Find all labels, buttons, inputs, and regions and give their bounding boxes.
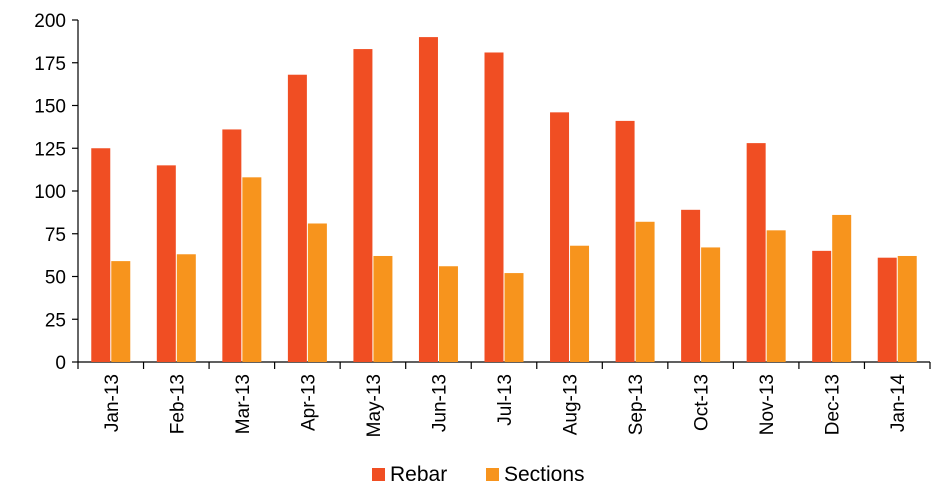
- x-tick-label: Mar-13: [233, 374, 254, 434]
- x-tick-label: Aug-13: [561, 374, 582, 435]
- x-tick-label: Apr-13: [298, 374, 319, 431]
- x-tick-label: Jun-13: [429, 374, 450, 432]
- bar-sections-apr-13: [307, 223, 327, 362]
- bar-rebar-jul-13: [484, 52, 504, 363]
- bar-rebar-nov-13: [746, 143, 766, 362]
- bar-rebar-dec-13: [812, 250, 832, 362]
- bar-sections-feb-13: [176, 254, 196, 362]
- y-tick-label: 25: [45, 310, 66, 331]
- x-tick-label: Dec-13: [823, 374, 844, 435]
- legend: Rebar Sections: [372, 463, 585, 486]
- y-tick-label: 50: [45, 268, 66, 289]
- bar-sections-jan-13: [111, 261, 131, 362]
- x-tick-label: Oct-13: [692, 374, 713, 431]
- bar-sections-nov-13: [766, 230, 786, 362]
- bar-rebar-jan-14: [877, 257, 897, 362]
- x-tick-label: Jul-13: [495, 374, 516, 426]
- y-axis: 0 25 50 75 100 125 150 175 200: [34, 11, 79, 374]
- x-tick-label: Sep-13: [626, 374, 647, 435]
- y-tick-label: 100: [34, 182, 66, 203]
- bar-rebar-feb-13: [156, 165, 176, 362]
- x-axis: Jan-13 Feb-13 Mar-13 Apr-13 May-13 Jun-13 Jul-…: [77, 361, 931, 437]
- x-tick-label: Nov-13: [757, 374, 778, 435]
- bar-sections-oct-13: [701, 247, 721, 362]
- legend-label-rebar: Rebar: [390, 463, 447, 486]
- bar-rebar-aug-13: [550, 112, 570, 362]
- y-tick-label: 125: [34, 139, 66, 160]
- bar-rebar-jun-13: [418, 37, 438, 362]
- x-tick-label: Feb-13: [167, 374, 188, 434]
- x-tick-label: Jan-13: [102, 374, 123, 432]
- bar-sections-dec-13: [832, 214, 852, 362]
- x-tick-label: Jan-14: [888, 374, 909, 433]
- bar-rebar-oct-13: [681, 209, 701, 362]
- y-tick-label: 150: [34, 97, 66, 118]
- legend-label-sections: Sections: [504, 463, 585, 486]
- bar-rebar-may-13: [353, 49, 373, 362]
- bar-rebar-sep-13: [615, 120, 635, 362]
- bar-rebar-mar-13: [222, 129, 242, 362]
- bar-sections-mar-13: [242, 177, 262, 362]
- bar-sections-may-13: [373, 255, 393, 362]
- legend-swatch-rebar: [372, 468, 385, 481]
- x-tick-label: May-13: [364, 374, 385, 437]
- legend-swatch-sections: [486, 468, 499, 481]
- bar-rebar-apr-13: [287, 74, 307, 362]
- bar-sections-aug-13: [570, 245, 590, 362]
- bar-sections-sep-13: [635, 221, 655, 362]
- bars: [91, 37, 917, 363]
- bar-rebar-jan-13: [91, 148, 111, 362]
- y-tick-label: 0: [55, 353, 66, 374]
- y-tick-label: 175: [34, 54, 66, 75]
- bar-sections-jan-14: [897, 255, 917, 362]
- bar-sections-jun-13: [438, 266, 458, 362]
- bar-sections-jul-13: [504, 273, 524, 362]
- y-tick-label: 75: [45, 225, 66, 246]
- y-tick-label: 200: [34, 11, 66, 32]
